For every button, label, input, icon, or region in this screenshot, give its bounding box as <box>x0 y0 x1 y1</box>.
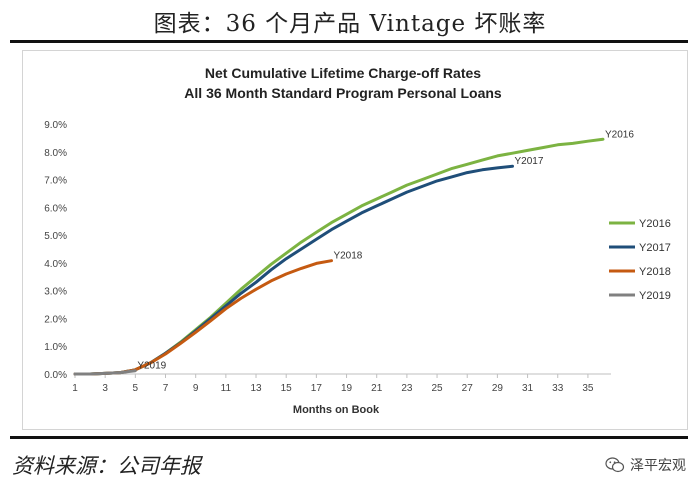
watermark-text: 泽平宏观 <box>630 458 686 474</box>
chart-frame: Net Cumulative Lifetime Charge-off Rates… <box>22 50 688 430</box>
x-tick-label: 15 <box>281 383 293 394</box>
x-axis-label: Months on Book <box>293 404 380 416</box>
x-tick-label: 23 <box>401 383 413 394</box>
series-layer: Y2016 Y2017 Y2018 Y2019 <box>73 129 634 376</box>
x-tick-label: 7 <box>163 383 169 394</box>
y-tick-label: 3.0% <box>44 287 67 298</box>
watermark: 泽平宏观 <box>605 455 686 475</box>
page-title: 图表：36 个月产品 Vintage 坏账率 <box>153 11 547 37</box>
x-tick-label: 17 <box>311 383 323 394</box>
x-tick-label: 3 <box>102 383 108 394</box>
y-tick-label: 7.0% <box>44 176 67 187</box>
series-end-label-y2017: Y2017 <box>514 156 543 167</box>
x-tick-label: 9 <box>193 383 199 394</box>
series-end-label-y2016: Y2016 <box>605 129 634 140</box>
y-tick-label: 1.0% <box>44 342 67 353</box>
y-tick-label: 6.0% <box>44 203 67 214</box>
series-line-y2019 <box>73 369 137 376</box>
chart-subtitle: All 36 Month Standard Program Personal L… <box>184 85 502 101</box>
bottom-divider <box>10 436 688 439</box>
x-tick-label: 5 <box>133 383 139 394</box>
legend-label-y2017: Y2017 <box>639 242 671 254</box>
x-tick-label: 27 <box>462 383 474 394</box>
chart-title: Net Cumulative Lifetime Charge-off Rates <box>205 65 481 81</box>
y-tick-label: 4.0% <box>44 259 67 270</box>
legend-label-y2018: Y2018 <box>639 266 671 278</box>
legend: Y2016 Y2017 Y2018 Y2019 <box>609 218 671 302</box>
x-tick-label: 21 <box>371 383 383 394</box>
axes: 0.0% 1.0% 2.0% 3.0% 4.0% 5.0% 6.0% 7.0% 8.0% 9.0%… <box>44 120 611 394</box>
x-tick-label: 19 <box>341 383 353 394</box>
x-tick-label: 13 <box>250 383 262 394</box>
x-tick-label: 1 <box>72 383 78 394</box>
legend-label-y2016: Y2016 <box>639 218 671 230</box>
y-tick-label: 0.0% <box>44 370 67 381</box>
source-note: 资料来源：公司年报 <box>12 454 201 478</box>
x-tick-label: 35 <box>582 383 594 394</box>
x-tick-label: 25 <box>431 383 443 394</box>
top-divider <box>10 40 688 43</box>
series-end-label-y2018: Y2018 <box>333 251 362 262</box>
y-tick-label: 8.0% <box>44 148 67 159</box>
x-tick-label: 33 <box>552 383 564 394</box>
y-tick-label: 2.0% <box>44 314 67 325</box>
y-tick-label: 9.0% <box>44 120 67 131</box>
legend-label-y2019: Y2019 <box>639 290 671 302</box>
series-line-y2018 <box>73 259 333 376</box>
x-tick-label: 29 <box>492 383 504 394</box>
wechat-icon <box>605 457 625 473</box>
x-tick-label: 31 <box>522 383 534 394</box>
series-end-label-y2019: Y2019 <box>137 361 166 372</box>
line-chart: Net Cumulative Lifetime Charge-off Rates… <box>44 65 671 416</box>
y-tick-label: 5.0% <box>44 231 67 242</box>
x-tick-label: 11 <box>221 383 232 394</box>
